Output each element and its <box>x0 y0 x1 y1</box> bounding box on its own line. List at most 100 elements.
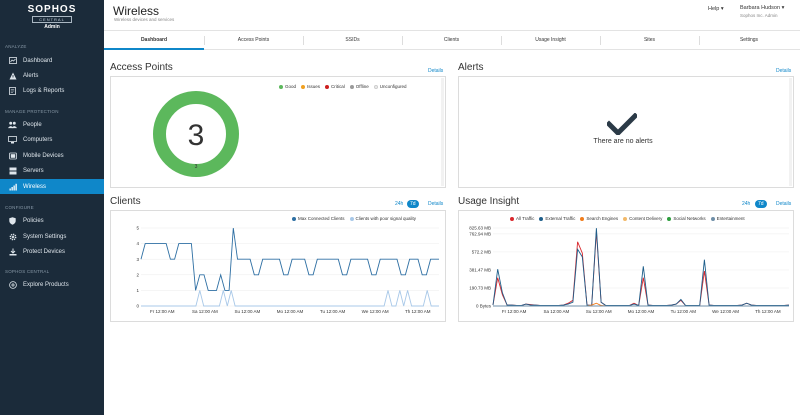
sidebar-item-mobile-devices[interactable]: Mobile Devices <box>0 148 104 163</box>
series-dot-icon <box>510 216 514 221</box>
access-points-details-link[interactable]: Details <box>428 68 444 74</box>
sidebar-item-servers[interactable]: Servers <box>0 163 104 178</box>
usage-range-24h[interactable]: 24h <box>742 201 751 207</box>
legend-label: Issues <box>307 84 321 89</box>
y-tick-label: 762.94 MB <box>469 232 491 237</box>
sidebar-item-label: Protect Devices <box>23 248 66 255</box>
sidebar-item-wireless[interactable]: Wireless <box>0 179 104 194</box>
sidebar-item-people[interactable]: People <box>0 117 104 132</box>
series-dot-icon <box>667 216 672 221</box>
series-dot-icon <box>710 216 715 221</box>
legend-item[interactable]: Clients with poor signal quality <box>349 216 416 221</box>
legend-item[interactable]: Issues <box>301 84 320 89</box>
x-tick-label: Mo 12:00 AM <box>628 309 655 314</box>
series-dot-icon <box>623 216 628 221</box>
mobile-icon <box>8 151 17 160</box>
sophos-logo[interactable]: SOPHOS CENTRAL Admin <box>0 4 104 30</box>
sidebar-item-label: Wireless <box>23 183 47 190</box>
sidebar-item-protect-devices[interactable]: Protect Devices <box>0 244 104 259</box>
sidebar-item-dashboard[interactable]: Dashboard <box>0 53 104 68</box>
y-tick-label: 190.73 MB <box>469 286 491 291</box>
sidebar-item-label: Logs & Reports <box>23 87 65 94</box>
sidebar-item-logs-reports[interactable]: Logs & Reports <box>0 83 104 98</box>
tab-usage-insight[interactable]: Usage Insight <box>535 37 566 43</box>
issues-dot-icon <box>301 84 306 89</box>
user-name: Barbara Hudson <box>740 5 781 11</box>
tab-sites[interactable]: Sites <box>643 37 656 43</box>
legend-item[interactable]: Social Networks <box>667 216 706 221</box>
help-menu[interactable]: Help ▾ <box>708 6 724 12</box>
tab-divider <box>600 36 601 45</box>
sidebar-item-alerts[interactable]: Alerts <box>0 68 104 83</box>
sidebar: SOPHOS CENTRAL Admin ANALYZE Dashboard A… <box>0 0 104 415</box>
x-tick-label: Sa 12:00 AM <box>544 309 570 314</box>
legend-item[interactable]: Content Delivery <box>623 216 662 221</box>
legend-label: Content Delivery <box>629 216 663 221</box>
usage-panel: All Traffic External Traffic Search Engi… <box>458 210 794 322</box>
clients-range-24h[interactable]: 24h <box>395 201 404 207</box>
chevron-down-icon: ▾ <box>781 5 785 11</box>
clients-details-link[interactable]: Details <box>428 201 444 207</box>
wireless-icon <box>8 182 17 191</box>
legend-label: Entertainment <box>716 216 745 221</box>
alert-icon <box>8 71 17 80</box>
clients-legend: Max Connected Clients Clients with poor … <box>287 216 416 221</box>
scrollbar[interactable] <box>789 78 792 186</box>
plus-circle-icon <box>8 280 17 289</box>
y-tick-label: 0 <box>136 304 139 309</box>
tab-divider <box>204 36 205 45</box>
usage-range-7d[interactable]: 7d <box>755 200 767 208</box>
alerts-title: Alerts <box>458 62 484 73</box>
x-tick-label: Tu 12:00 AM <box>671 309 697 314</box>
user-menu[interactable]: Barbara Hudson ▾ <box>740 5 784 11</box>
donut-slice-good[interactable] <box>153 91 239 177</box>
scrollbar[interactable] <box>441 78 444 186</box>
sidebar-item-explore-products[interactable]: Explore Products <box>0 277 104 292</box>
download-icon <box>8 247 17 256</box>
legend-item[interactable]: Max Connected Clients <box>292 216 345 221</box>
sidebar-item-policies[interactable]: Policies <box>0 213 104 228</box>
tab-ssids[interactable]: SSIDs <box>345 37 360 43</box>
section-manage-protection: MANAGE PROTECTION <box>5 109 59 114</box>
people-icon <box>8 120 17 129</box>
tab-clients[interactable]: Clients <box>443 37 460 43</box>
clients-title: Clients <box>110 196 141 207</box>
tab-divider <box>501 36 502 45</box>
y-tick-label: 4 <box>136 241 139 246</box>
tab-divider <box>699 36 700 45</box>
tab-access-points[interactable]: Access Points <box>237 37 270 43</box>
y-tick-label: 0 Bytes <box>476 304 492 309</box>
offline-dot-icon <box>349 84 354 89</box>
usage-chart: 0 Bytes 190.73 MB 381.47 MB 572.2 MB 762.94 … <box>469 226 790 314</box>
x-tick-label: Fr 12:00 AM <box>502 309 527 314</box>
brand-sub: CENTRAL <box>32 16 72 23</box>
no-alerts-text: There are no alerts <box>593 138 653 145</box>
legend-item[interactable]: Good <box>279 84 296 89</box>
usage-details-link[interactable]: Details <box>776 201 792 207</box>
alerts-details-link[interactable]: Details <box>776 68 792 74</box>
legend-item[interactable]: Search Engines <box>580 216 618 221</box>
legend-item[interactable]: Unconfigured <box>373 84 407 89</box>
clients-range-7d[interactable]: 7d <box>407 200 419 208</box>
sidebar-item-computers[interactable]: Computers <box>0 132 104 147</box>
series-line <box>492 231 790 307</box>
legend-label: Offline <box>355 84 369 89</box>
access-points-title: Access Points <box>110 62 173 73</box>
org-name: Sophos Inc. Admin <box>740 13 778 18</box>
sidebar-item-system-settings[interactable]: System Settings <box>0 229 104 244</box>
legend-item[interactable]: All Traffic <box>510 216 534 221</box>
chevron-down-icon: ▾ <box>720 6 724 12</box>
legend-item[interactable]: External Traffic <box>539 216 575 221</box>
tab-dashboard[interactable]: Dashboard <box>104 31 204 50</box>
legend-item[interactable]: Entertainment <box>710 216 745 221</box>
tab-settings[interactable]: Settings <box>739 37 759 43</box>
legend-label: Good <box>285 84 297 89</box>
sidebar-item-label: Computers <box>23 136 53 143</box>
legend-label: Critical <box>331 84 345 89</box>
dashboard-icon <box>8 56 17 65</box>
unconfigured-dot-icon <box>373 84 378 89</box>
role-label: Admin <box>44 24 60 30</box>
legend-item[interactable]: Offline <box>349 84 369 89</box>
series-dot-icon <box>349 216 354 221</box>
legend-item[interactable]: Critical <box>325 84 345 89</box>
